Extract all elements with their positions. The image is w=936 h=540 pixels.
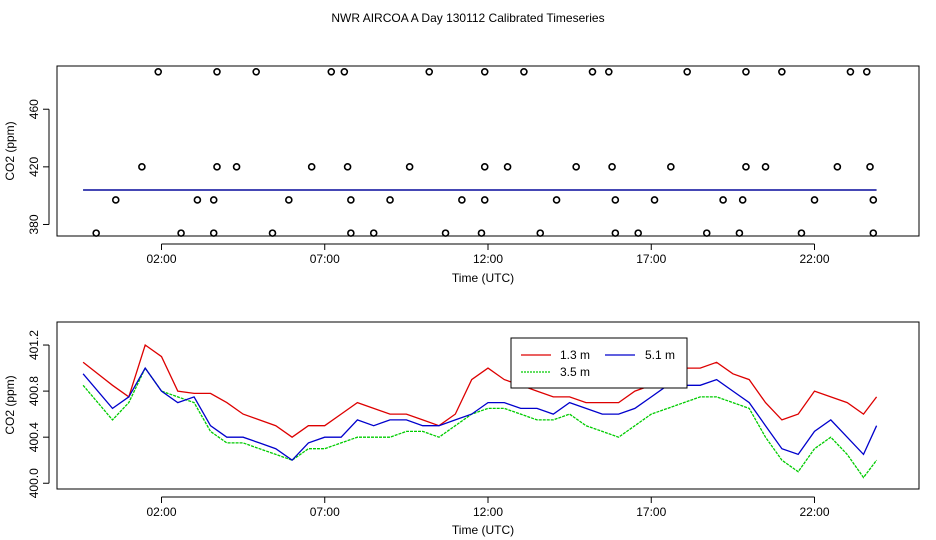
scatter-point [520,67,528,76]
scatter-point [92,229,100,237]
y-tick-label: 400.8 [27,376,41,406]
bottom-plot-frame [56,321,920,490]
top-plot-frame [56,65,920,237]
scatter-point [862,67,871,76]
scatter-point [480,196,489,204]
scatter-point [552,196,561,204]
scatter-point [702,229,711,237]
y-tick-label: 420 [27,157,41,177]
x-tick-label: 07:00 [310,505,340,519]
scatter-point [458,196,466,204]
x-tick-label: 22:00 [799,505,829,519]
scatter-point [572,163,580,171]
y-tick-label: 460 [27,99,41,119]
scatter-point [193,196,202,204]
scatter-point [650,196,659,204]
scatter-point [503,163,512,171]
top-scatter-points [92,67,878,237]
scatter-point [347,196,355,204]
scatter-point [268,229,277,237]
scatter-point [742,163,750,171]
bottom-x-axis-label: Time (UTC) [452,523,514,537]
scatter-point [252,67,260,76]
scatter-point [810,196,819,204]
scatter-point [846,67,855,76]
scatter-point [480,67,489,76]
scatter-point [480,163,489,171]
x-tick-label: 12:00 [473,252,503,266]
x-tick-label: 02:00 [146,505,176,519]
scatter-point [307,163,316,171]
scatter-point [608,163,616,171]
scatter-point [735,229,744,237]
scatter-point [634,229,642,237]
scatter-point [588,67,597,76]
scatter-point [869,196,878,204]
scatter-point [138,163,146,171]
scatter-point [425,67,434,76]
scatter-point [209,196,218,204]
scatter-point [761,163,770,171]
scatter-point [611,229,620,237]
scatter-point [369,229,378,237]
legend-label-1-3m: 1.3 m [560,348,590,362]
x-tick-label: 07:00 [310,252,340,266]
bottom-axis-ticks: 02:00 07:00 12:00 17:00 22:00 400.0 400.4 400.8… [27,330,830,519]
legend-box [510,337,688,389]
scatter-point [742,67,750,76]
scatter-point [536,229,545,237]
scatter-point [738,196,747,204]
scatter-point [347,229,355,237]
scatter-point [441,229,450,237]
scatter-point [833,163,842,171]
y-tick-label: 400.0 [27,468,41,498]
bottom-y-axis-label: CO2 (ppm) [3,375,17,434]
scatter-point [343,163,352,171]
series-line-51m [82,366,878,462]
y-tick-label: 380 [27,214,41,234]
legend-label-3-5m: 3.5 m [560,365,590,379]
chart-title: NWR AIRCOA A Day 130112 Calibrated Times… [331,11,604,25]
scatter-point [605,67,613,76]
scatter-point [667,163,675,171]
x-tick-label: 22:00 [799,252,829,266]
legend-label-5-1m: 5.1 m [645,348,675,362]
scatter-point [477,229,486,237]
scatter-point [232,163,241,171]
legend: 1.3 m 5.1 m 3.5 m [510,337,688,389]
series-line-13m [82,343,878,438]
bottom-series-lines [82,343,878,479]
scatter-point [869,229,878,237]
scatter-point [154,67,163,76]
scatter-point [778,67,786,76]
scatter-point [797,229,806,237]
top-x-axis-label: Time (UTC) [452,271,514,285]
scatter-point [213,67,221,76]
scatter-point [405,163,414,171]
top-panel: 02:00 07:00 12:00 17:00 22:00 380 420 460 Time … [3,65,920,285]
x-tick-label: 17:00 [636,252,666,266]
scatter-point [209,229,218,237]
scatter-point [111,196,120,204]
y-tick-label: 400.4 [27,422,41,452]
x-tick-label: 02:00 [146,252,176,266]
scatter-point [213,163,221,171]
scatter-point [177,229,185,237]
scatter-point [683,67,691,76]
scatter-point [285,196,293,204]
x-tick-label: 12:00 [473,505,503,519]
scatter-point [386,196,394,204]
series-line-35m [82,366,878,479]
scatter-point [340,67,349,76]
bottom-panel: 02:00 07:00 12:00 17:00 22:00 400.0 400.4 400.8… [3,321,920,537]
scatter-point [719,196,727,204]
y-tick-label: 401.2 [27,330,41,360]
scatter-point [866,163,874,171]
top-axis-ticks: 02:00 07:00 12:00 17:00 22:00 380 420 460 [27,99,830,266]
scatter-point [611,196,620,204]
x-tick-label: 17:00 [636,505,666,519]
scatter-point [327,67,336,76]
top-y-axis-label: CO2 (ppm) [3,121,17,180]
